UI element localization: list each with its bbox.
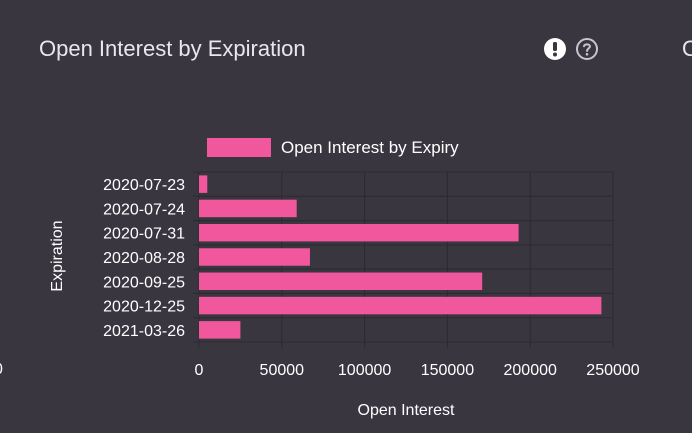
chart-legend[interactable]: Open Interest by Expiry [207,138,459,157]
y-tick-label: 2020-09-25 [103,274,185,291]
legend-label: Open Interest by Expiry [281,138,459,157]
legend-swatch [207,138,271,157]
bar-2020-09-25[interactable] [199,272,483,291]
y-axis-title: Expiration [49,220,66,291]
y-tick-label: 2020-08-28 [103,250,185,267]
next-panel-title: O [682,36,692,61]
panel-title: Open Interest by Expiration [39,36,306,61]
x-tick-label: 150000 [421,362,474,379]
x-tick-label: 50000 [260,362,305,379]
edge-tick-label: 0 [0,361,3,379]
y-tick-label: 2020-07-23 [103,177,185,194]
x-tick-label: 0 [195,362,204,379]
x-axis-ticks: 0 50000 100000 150000 200000 250000 [195,362,640,379]
y-tick-label: 2020-07-31 [103,226,185,243]
y-tick-label: 2021-03-26 [103,323,185,340]
x-axis-title: Open Interest [358,402,456,419]
x-tick-label: 200000 [504,362,557,379]
bar-2020-07-31[interactable] [199,223,519,242]
chart-bars [199,175,602,339]
bar-2020-08-28[interactable] [199,248,310,266]
y-tick-label: 2020-07-24 [103,201,185,218]
y-tick-label: 2020-12-25 [103,299,185,316]
x-tick-label: 250000 [586,362,639,379]
bar-2020-07-23[interactable] [199,175,208,193]
bar-2020-12-25[interactable] [199,296,602,315]
help-icon[interactable] [575,37,599,61]
x-tick-label: 100000 [338,362,391,379]
bar-2021-03-26[interactable] [199,321,241,339]
panel-icons [543,37,599,61]
y-axis-ticks: 2020-07-23 2020-07-24 2020-07-31 2020-08-28… [103,177,185,340]
alert-icon[interactable] [543,37,567,61]
bar-2020-07-24[interactable] [199,199,297,218]
